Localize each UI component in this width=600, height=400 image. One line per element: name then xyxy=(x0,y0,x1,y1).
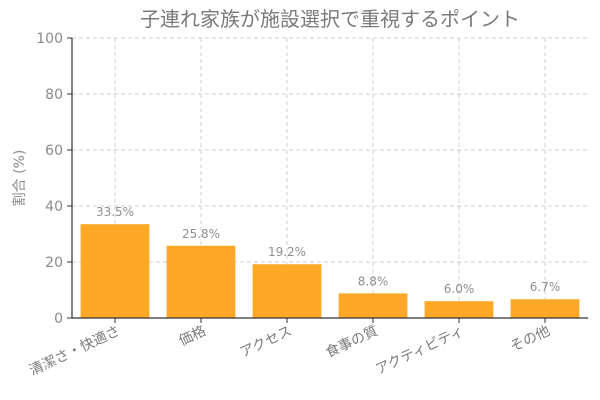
data-label: 6.0% xyxy=(444,282,475,296)
x-tick-label: その他 xyxy=(508,323,553,355)
x-tick-label: アクセス xyxy=(238,323,295,361)
chart-title: 子連れ家族が施設選択で重視するポイント xyxy=(140,7,520,31)
bar xyxy=(166,245,236,318)
labels: 0 20 40 60 80 100 33.5% 清潔さ・快適さ 25.8% 価格 19.2% アクセス… xyxy=(27,31,561,379)
y-tick-label: 100 xyxy=(36,31,63,47)
y-tick-label: 20 xyxy=(45,255,63,271)
bars xyxy=(80,224,580,318)
data-label: 8.8% xyxy=(358,274,389,288)
x-tick-label: 清潔さ・快適さ xyxy=(27,322,123,379)
y-tick-label: 40 xyxy=(45,199,63,215)
data-label: 33.5% xyxy=(96,205,134,219)
bar xyxy=(510,299,580,318)
x-tick-label: アクティビティ xyxy=(373,323,466,378)
x-tick-label: 価格 xyxy=(177,323,209,349)
y-tick-label: 0 xyxy=(54,311,63,327)
y-tick-label: 60 xyxy=(45,143,63,159)
y-axis-label: 割合 (%) xyxy=(11,150,28,207)
bar xyxy=(338,293,408,318)
x-tick-label: 食事の質 xyxy=(323,322,381,361)
bar xyxy=(80,224,150,318)
bar xyxy=(424,301,494,318)
data-label: 19.2% xyxy=(268,245,306,259)
axes xyxy=(67,37,588,323)
data-label: 25.8% xyxy=(182,227,220,241)
data-label: 6.7% xyxy=(530,280,561,294)
bar xyxy=(252,264,322,318)
y-tick-label: 80 xyxy=(45,87,63,103)
